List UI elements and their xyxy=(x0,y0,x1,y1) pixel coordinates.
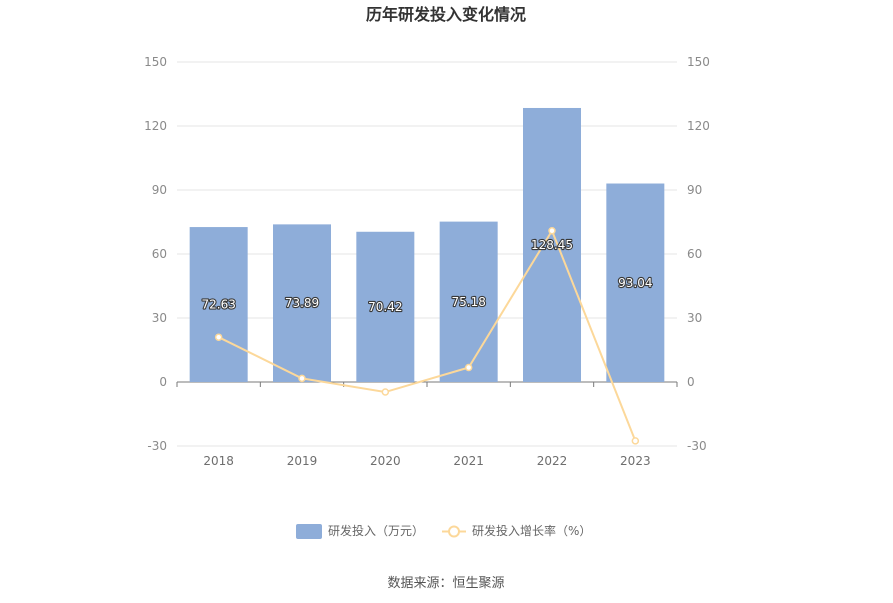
grid-lines xyxy=(177,61,677,447)
chart-title: 历年研发投入变化情况 xyxy=(366,5,526,24)
y-left-tick-label: 150 xyxy=(144,55,167,69)
y-right-tick-label: 30 xyxy=(687,311,702,325)
x-axis: 2018 2019 2020 2021 2022 2023 xyxy=(176,381,678,468)
legend-bar-swatch[interactable] xyxy=(296,524,322,539)
growth-rate-point xyxy=(298,374,306,383)
x-tick-label: 2018 xyxy=(203,454,234,468)
legend[interactable]: 研发投入（万元） 研发投入增长率（%） xyxy=(296,523,591,539)
bar-data-labels: 72.63 73.89 70.42 75.18 128.45 93.04 xyxy=(200,237,653,315)
growth-rate-point xyxy=(548,226,556,235)
y-right-tick-label: 90 xyxy=(687,183,702,197)
growth-rate-point xyxy=(464,363,473,372)
legend-line-marker[interactable] xyxy=(448,525,460,538)
bar-data-label: 73.89 xyxy=(285,296,319,310)
y-right-tick-label: 0 xyxy=(687,375,695,389)
y-right-tick-label: -30 xyxy=(687,439,707,453)
y-left-tick-label: 30 xyxy=(152,311,167,325)
y-left-tick-label: 0 xyxy=(159,375,167,389)
x-tick-label: 2021 xyxy=(453,454,484,468)
growth-rate-line xyxy=(218,228,637,442)
bar-data-label: 72.63 xyxy=(201,298,235,312)
bar xyxy=(606,183,665,382)
line-series xyxy=(214,226,640,445)
y-right-tick-label: 120 xyxy=(687,119,710,133)
bar xyxy=(356,231,415,382)
y-right-tick-label: 150 xyxy=(687,55,710,69)
y-left-tick-label: 90 xyxy=(152,183,167,197)
y-right-tick-label: 60 xyxy=(687,247,702,261)
y-left-tick-label: 60 xyxy=(152,247,167,261)
growth-rate-point xyxy=(214,333,223,341)
bar xyxy=(523,107,581,383)
bar-series xyxy=(189,107,665,383)
y-axis-right: 150 120 90 60 30 0 -30 xyxy=(687,55,710,453)
growth-rate-point xyxy=(631,437,640,445)
growth-rate-point xyxy=(381,388,390,396)
x-tick-label: 2020 xyxy=(370,454,401,468)
bar xyxy=(189,227,248,382)
legend-line-label[interactable]: 研发投入增长率（%） xyxy=(472,523,591,538)
y-left-tick-label: -30 xyxy=(147,439,167,453)
bar xyxy=(273,224,331,382)
bar-data-label: 93.04 xyxy=(618,276,652,290)
bar-data-label: 70.42 xyxy=(368,300,402,314)
y-left-tick-label: 120 xyxy=(144,119,167,133)
legend-bar-label[interactable]: 研发投入（万元） xyxy=(328,523,424,538)
x-tick-label: 2022 xyxy=(537,454,568,468)
data-source: 数据来源：恒生聚源 xyxy=(387,576,504,591)
y-axis-left: 150 120 90 60 30 0 -30 xyxy=(144,55,167,453)
bar-data-label: 128.45 xyxy=(531,238,573,252)
x-tick-label: 2019 xyxy=(287,454,318,468)
bar xyxy=(439,221,498,382)
x-tick-label: 2023 xyxy=(620,454,651,468)
bar-data-label: 75.18 xyxy=(451,295,485,309)
